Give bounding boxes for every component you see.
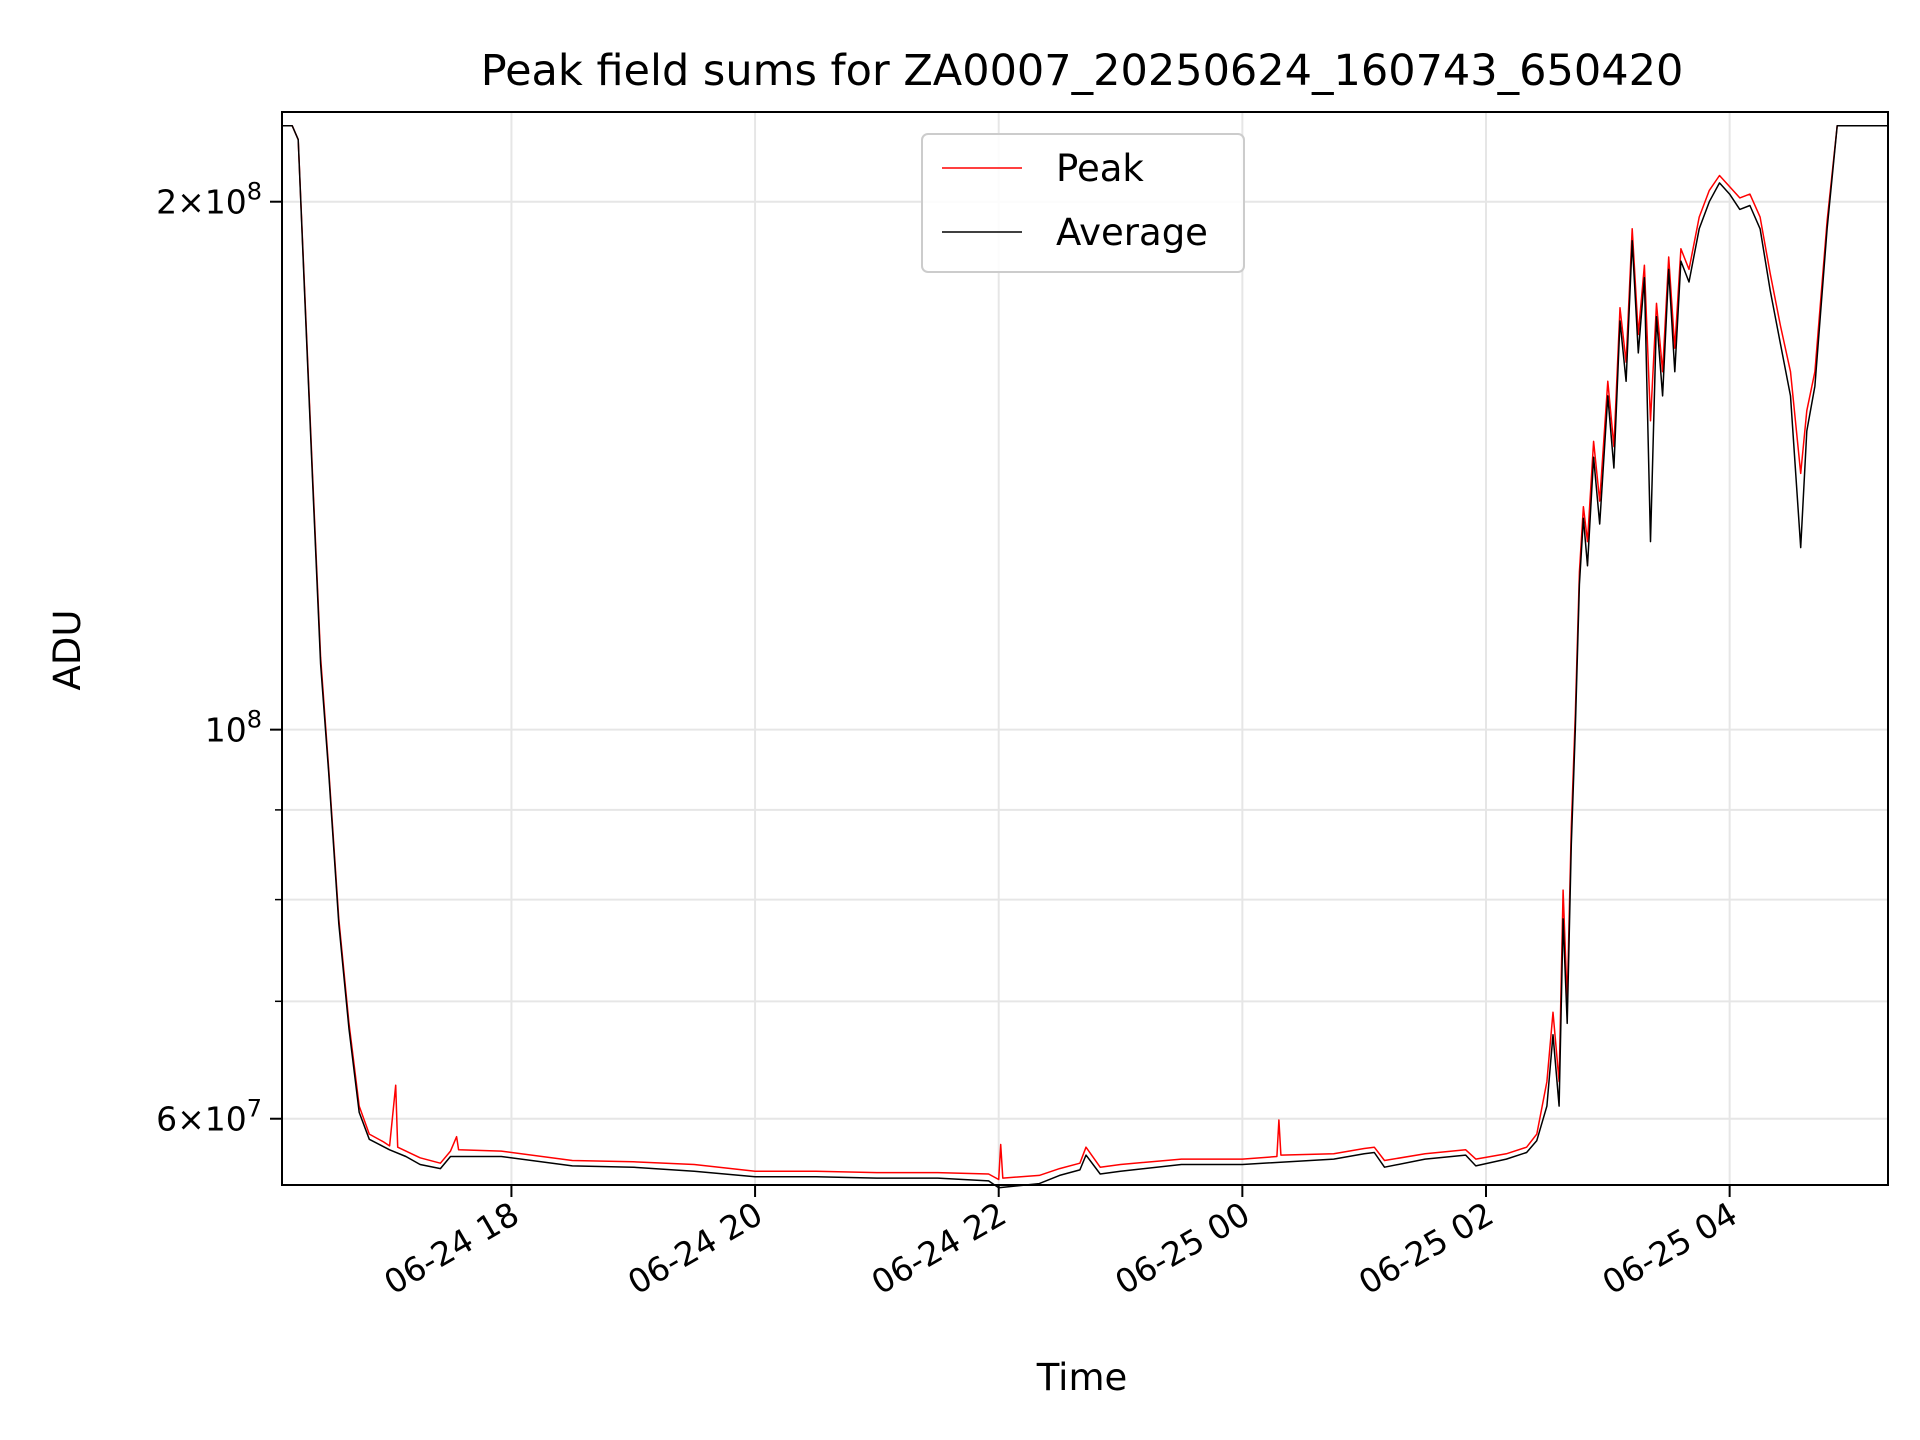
legend: Peak Average [921,133,1245,273]
legend-label-peak: Peak [1056,147,1144,190]
y-tick-label: 2×108 [156,178,262,222]
y-tick-label: 6×107 [156,1095,262,1139]
legend-label-average: Average [1056,211,1208,254]
chart-title: Peak field sums for ZA0007_20250624_1607… [481,46,1684,96]
y-tick-label: 108 [205,706,262,750]
x-axis-label: Time [1036,1356,1128,1399]
series-line-peak [282,124,1888,1181]
axis-ticks [270,200,1731,1197]
plot-area-frame [281,111,1889,1186]
series-line-average [282,124,1888,1189]
series-group [282,124,1888,1189]
y-axis-label: ADU [46,610,89,691]
grid [282,112,1888,1185]
